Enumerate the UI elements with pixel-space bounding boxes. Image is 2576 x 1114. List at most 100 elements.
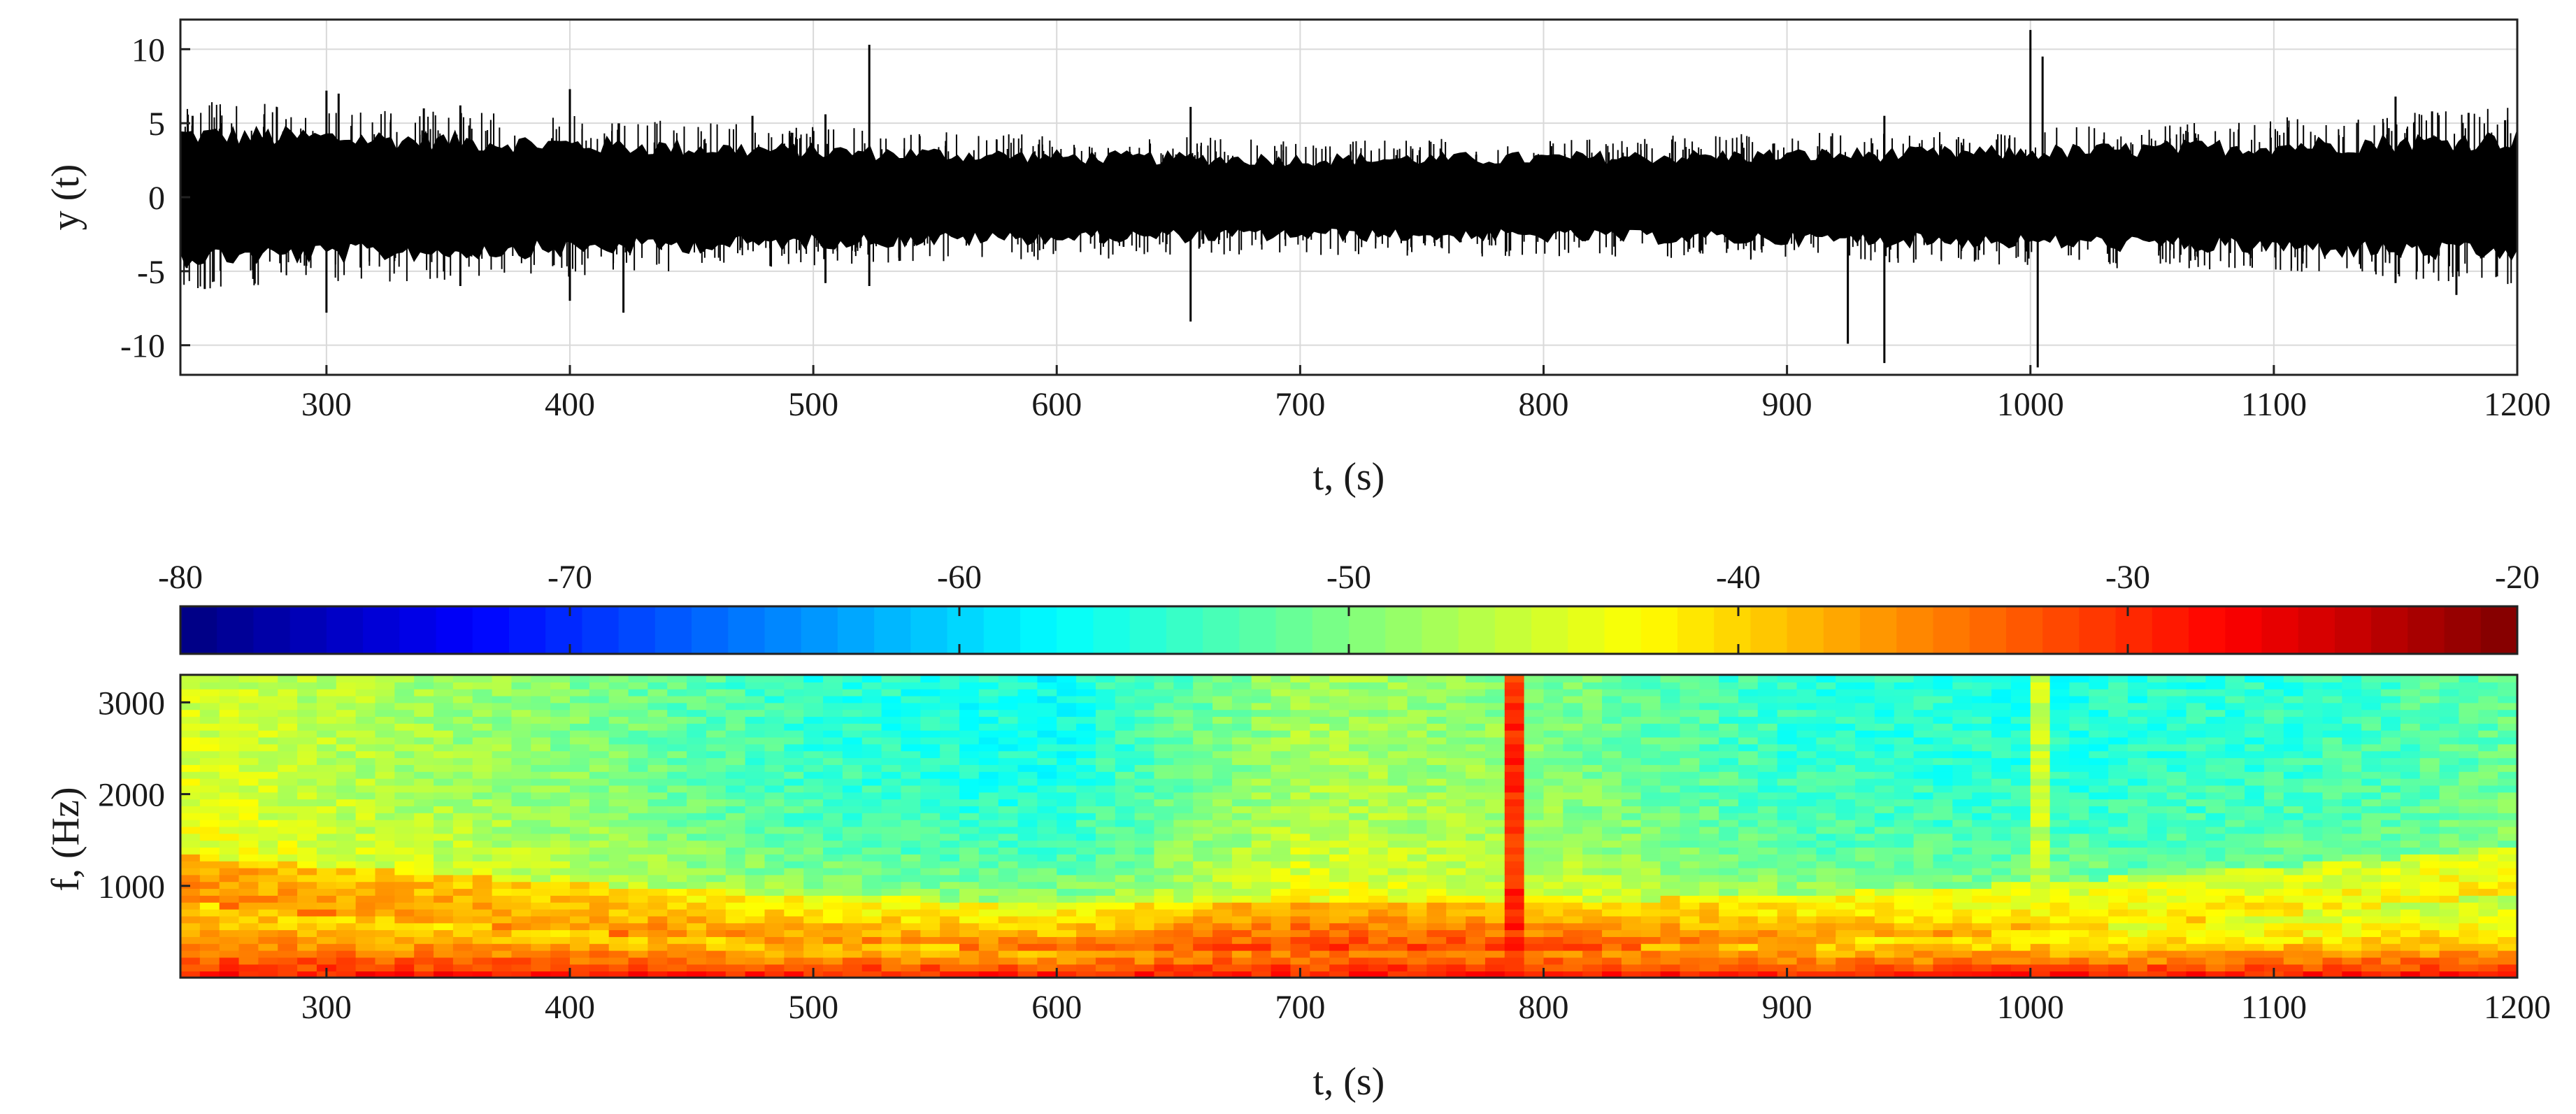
spectrogram-cell <box>1621 771 1642 779</box>
spectrogram-cell <box>1134 695 1155 704</box>
spectrogram-cell <box>219 894 240 903</box>
spectrogram-cell <box>920 681 941 690</box>
spectrogram-cell <box>647 750 668 759</box>
spectrogram-cell <box>1076 860 1096 869</box>
spectrogram-cell <box>920 716 941 724</box>
spectrogram-cell <box>725 826 746 834</box>
spectrogram-cell <box>1290 792 1311 800</box>
spectrogram-cell <box>219 943 240 951</box>
spectrogram-cell <box>336 971 357 978</box>
colorbar-segment <box>2298 606 2335 654</box>
spectrogram-cell <box>1524 867 1545 876</box>
spectrogram-cell <box>1874 847 1895 855</box>
spectrogram-cell <box>1368 675 1389 683</box>
spectrogram-cell <box>1290 709 1311 717</box>
spectrogram-cell <box>1563 771 1584 779</box>
spectrogram-cell <box>803 716 824 724</box>
spectrogram-cell <box>706 729 727 738</box>
spectrogram-cell <box>706 881 727 890</box>
spectrogram-cell <box>608 894 629 903</box>
spectrogram-cell <box>472 681 493 690</box>
spectrogram-cell <box>1816 847 1837 855</box>
spectrogram-cell <box>414 860 435 869</box>
spectrogram-cell <box>998 915 1019 924</box>
spectrogram-cell <box>1738 695 1759 704</box>
spectrogram-cell <box>414 833 435 841</box>
spectrogram-cell <box>667 771 688 779</box>
spectrogram-cell <box>940 805 960 813</box>
spectrogram-cell <box>355 785 376 793</box>
spectrogram-cell <box>784 957 805 965</box>
spectrogram-cell <box>531 840 552 848</box>
spectrogram-cell <box>1251 908 1272 917</box>
spectrogram-cell <box>667 805 688 813</box>
spectrogram-cell <box>336 964 357 972</box>
spectrogram-cell <box>1212 675 1233 683</box>
spectrogram-cell <box>1407 778 1428 786</box>
spectrogram-cell <box>1699 936 1720 944</box>
spectrogram-cell <box>219 785 240 793</box>
spectrogram-cell <box>258 867 279 876</box>
spectrogram-cell <box>1349 915 1369 924</box>
spectrogram-cell <box>784 867 805 876</box>
spectrogram-cell <box>1699 757 1720 765</box>
spectrogram-cell <box>1582 688 1603 697</box>
spectrogram-cell <box>1387 716 1408 724</box>
spectrogram-cell <box>823 888 843 896</box>
spectrogram-cell <box>394 799 415 806</box>
spectrogram-cell <box>1640 702 1661 710</box>
spectrogram-cell <box>297 750 317 759</box>
spectrogram-cell <box>1894 922 1915 931</box>
spectrogram-cell <box>570 681 590 690</box>
spectrogram-cell <box>1582 915 1603 924</box>
spectrogram-cell <box>199 688 220 697</box>
spectrogram-cell <box>823 894 843 903</box>
spectrogram-cell <box>1836 709 1856 717</box>
spectrogram-cell <box>1602 688 1622 697</box>
spectrogram-cell <box>1777 874 1798 883</box>
spectrogram-cell <box>1095 874 1116 883</box>
spectrogram-cell <box>1874 688 1895 697</box>
spectrogram-cell <box>1271 778 1291 786</box>
spectrogram-cell <box>1484 943 1505 951</box>
spectrogram-cell <box>278 709 299 717</box>
spectrogram-cell <box>1796 901 1817 910</box>
spectrogram-cell <box>1816 901 1837 910</box>
spectrogram-cell <box>1738 971 1759 978</box>
spectrogram-cell <box>1602 840 1622 848</box>
spectrogram-cell <box>725 881 746 890</box>
spectrogram-cell <box>1154 957 1175 965</box>
spectrogram-cell <box>1017 805 1038 813</box>
spectrogram-cell <box>1251 888 1272 896</box>
spectrogram-cell <box>1212 867 1233 876</box>
spectrogram-cell <box>823 709 843 717</box>
spectrogram-cell <box>608 805 629 813</box>
spectrogram-cell <box>550 888 571 896</box>
spectrogram-cell <box>355 819 376 827</box>
spectrogram-cell <box>1134 853 1155 862</box>
spectrogram-cell <box>1426 915 1447 924</box>
spectrogram-cell <box>531 722 552 731</box>
spectrogram-cell <box>1816 771 1837 779</box>
spectrogram-cell <box>725 743 746 752</box>
spectrogram-cell <box>1738 805 1759 813</box>
spectrogram-cell <box>1212 881 1233 890</box>
spectrogram-cell <box>803 695 824 704</box>
spectrogram-cell <box>472 901 493 910</box>
spectrogram-cell <box>297 722 317 731</box>
spectrogram-cell <box>1757 709 1778 717</box>
spectrogram-cell <box>492 936 513 944</box>
spectrogram-cell <box>1271 799 1291 806</box>
spectrogram-cell <box>881 750 902 759</box>
spectrogram-cell <box>1154 950 1175 958</box>
spectrogram-cell <box>1017 695 1038 704</box>
spectrogram-cell <box>1057 709 1078 717</box>
spectrogram-cell <box>355 778 376 786</box>
spectrogram-cell <box>687 936 707 944</box>
spectrogram-cell <box>1680 874 1701 883</box>
spectrogram-cell <box>1680 681 1701 690</box>
spectrogram-cell <box>1757 702 1778 710</box>
spectrogram-cell <box>1134 936 1155 944</box>
spectrogram-cell <box>394 888 415 896</box>
spectrogram-cell <box>1582 888 1603 896</box>
